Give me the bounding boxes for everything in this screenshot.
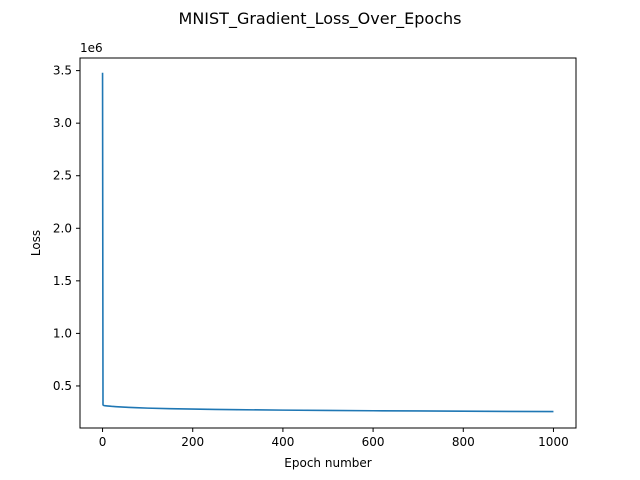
series-layer — [101, 72, 554, 413]
y-tick-label: 1.5 — [53, 274, 72, 288]
x-tick-label: 1000 — [538, 435, 569, 449]
plot-area — [79, 57, 577, 429]
x-tick-label: 0 — [99, 435, 107, 449]
x-tick-label: 400 — [271, 435, 294, 449]
y-tick-label: 0.5 — [53, 379, 72, 393]
chart-title: MNIST_Gradient_Loss_Over_Epochs — [179, 9, 462, 29]
x-tick-label: 800 — [452, 435, 475, 449]
y-axis: 0.5 1.0 1.5 2.0 2.5 3.0 3.5 — [53, 64, 80, 393]
y-tick-label: 2.5 — [53, 169, 72, 183]
x-axis-label: Epoch number — [284, 456, 371, 470]
y-tick-label: 1.0 — [53, 326, 72, 340]
y-axis-label: Loss — [29, 230, 43, 256]
y-tick-label: 2.0 — [53, 221, 72, 235]
x-axis: 0 200 400 600 800 1000 — [99, 428, 569, 449]
loss-line — [101, 72, 554, 413]
x-tick-label: 600 — [362, 435, 385, 449]
x-tick-label: 200 — [181, 435, 204, 449]
y-tick-label: 3.0 — [53, 116, 72, 130]
y-offset-label: 1e6 — [80, 41, 103, 55]
y-tick-label: 3.5 — [53, 64, 72, 78]
